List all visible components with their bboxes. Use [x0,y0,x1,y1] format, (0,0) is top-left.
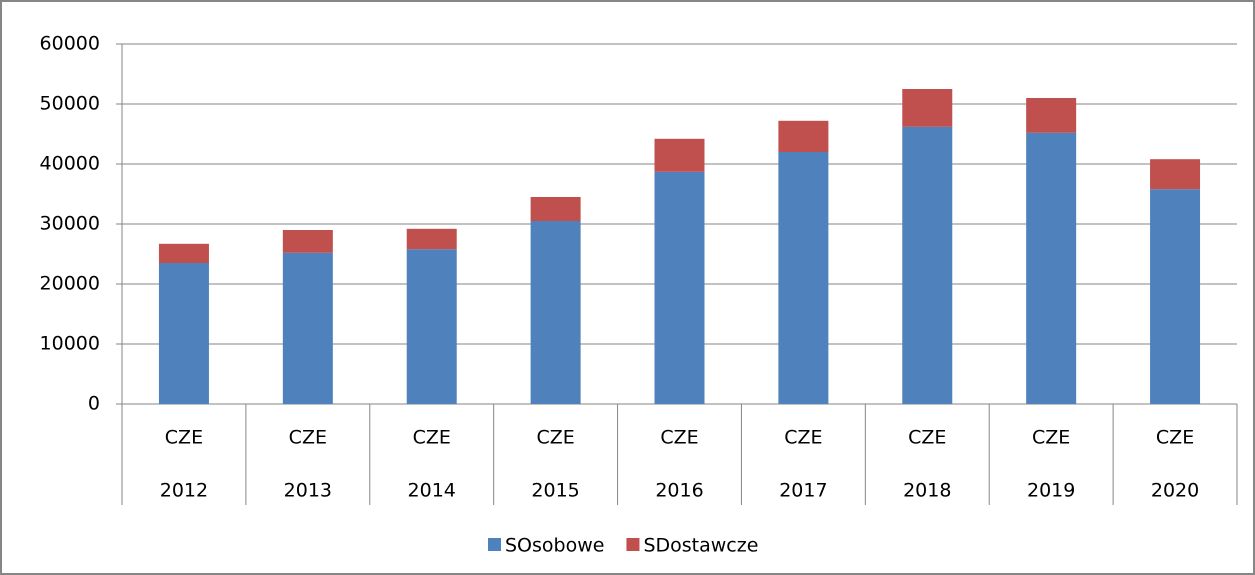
bar-segment [158,243,209,263]
bar-segment [406,249,457,404]
bar-segment [406,228,457,250]
bar-segment [1026,98,1077,133]
x-group-label: CZE [1032,427,1070,449]
x-tick-label: 2014 [408,480,456,502]
y-tick-label: 10000 [40,333,100,355]
y-tick-label: 40000 [40,153,100,175]
bar-segment [778,120,829,152]
x-group-label: CZE [784,427,822,449]
x-group-label: CZE [165,427,203,449]
bar-segment [654,138,705,172]
x-group-label: CZE [413,427,451,449]
bar-segment [530,221,581,404]
x-tick-label: 2012 [160,480,208,502]
x-tick-label: 2015 [531,480,579,502]
bar-segment [1150,159,1201,190]
x-group-label: CZE [1156,427,1194,449]
legend-label: SDostawcze [643,535,758,557]
legend-swatch [488,538,501,551]
y-tick-label: 0 [88,393,100,415]
bar-segment [530,197,581,221]
x-group-label: CZE [536,427,574,449]
x-tick-label: 2016 [655,480,703,502]
bar-segment [1026,132,1077,405]
y-tick-label: 20000 [40,273,100,295]
x-tick-label: 2019 [1027,480,1075,502]
bar-segment [282,230,333,253]
bar-segment [282,252,333,404]
y-tick-label: 50000 [40,93,100,115]
x-group-label: CZE [289,427,327,449]
legend-swatch [626,538,640,551]
bar-segment [158,263,209,404]
bar-segment [902,89,953,127]
bar-segment [902,126,953,405]
x-tick-label: 2017 [779,480,827,502]
y-tick-label: 60000 [40,33,100,55]
x-tick-label: 2020 [1151,480,1199,502]
bar-segment [654,171,705,404]
bar-segment [778,152,829,404]
bar-segment [1150,189,1201,404]
x-group-label: CZE [908,427,946,449]
x-tick-label: 2013 [284,480,332,502]
x-tick-label: 2018 [903,480,951,502]
y-tick-label: 30000 [40,213,100,235]
legend-label: SOsobowe [505,535,604,557]
x-group-label: CZE [660,427,698,449]
